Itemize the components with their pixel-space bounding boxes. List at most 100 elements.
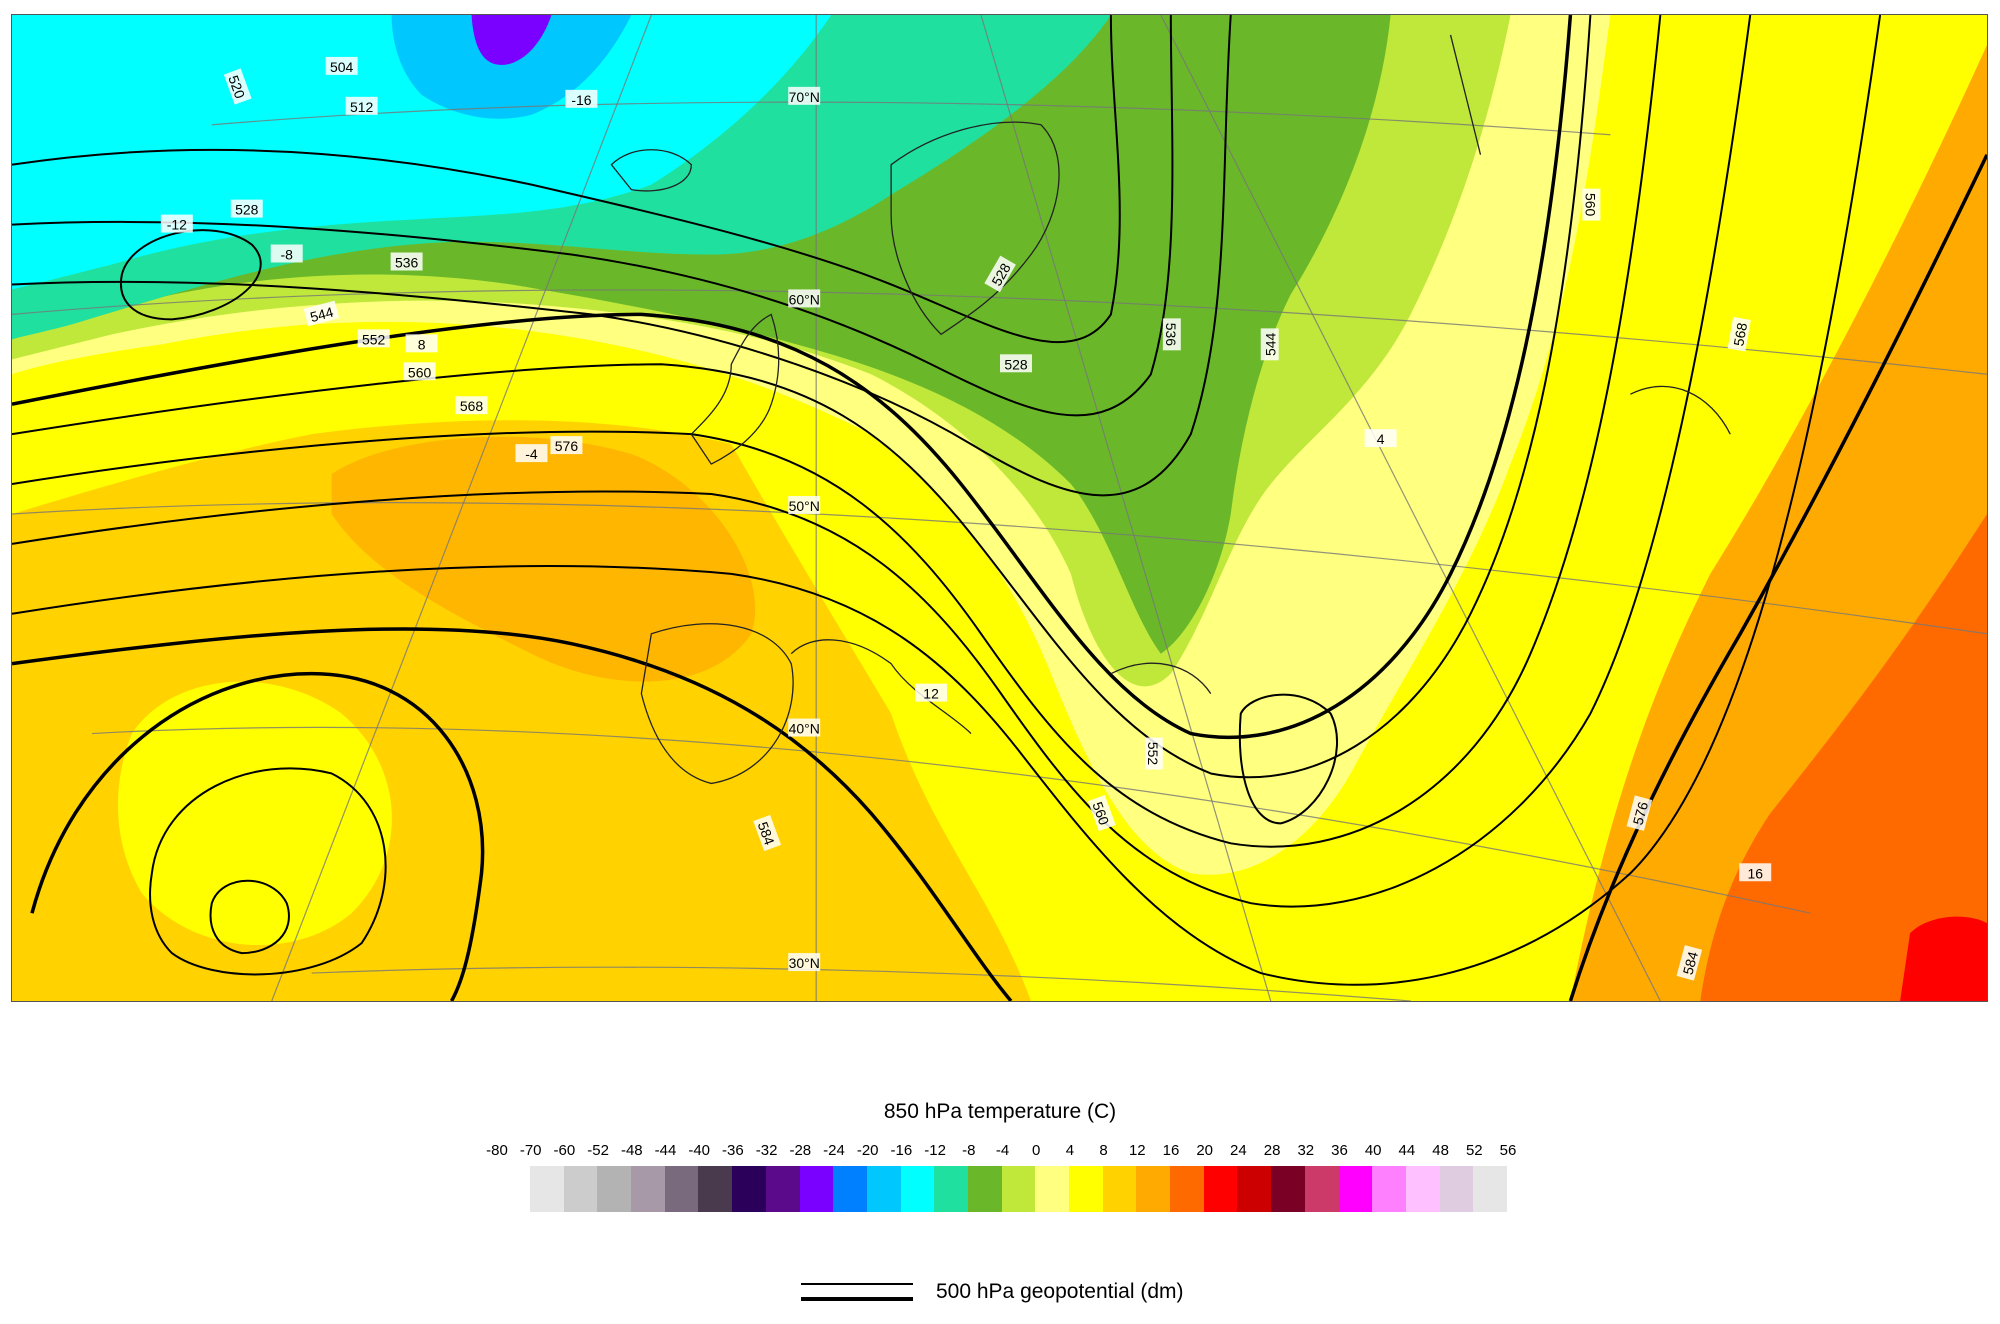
legend-ticks: -80 -70 -60 -52 -48 -44 -40 -36 -32 -28 -24 -20 -16-… — [0, 1142, 2000, 1162]
legend-swatch — [732, 1166, 766, 1212]
svg-text:552: 552 — [362, 331, 386, 347]
map-canvas: 5045125205285365445525605685765845285285… — [12, 15, 1987, 1001]
svg-text:584: 584 — [755, 820, 778, 848]
legend-tick-label: -44 — [654, 1142, 677, 1159]
temp-field-16-east — [1700, 513, 1987, 1001]
svg-text:-12: -12 — [167, 217, 187, 233]
legend-tick-label: -16 — [890, 1142, 913, 1159]
svg-text:40°N: 40°N — [789, 721, 820, 737]
legend-tick-label: -36 — [722, 1142, 744, 1159]
svg-text:536: 536 — [1163, 323, 1179, 347]
temp-field-minus28 — [471, 15, 552, 65]
legend-swatch — [1304, 1166, 1339, 1212]
temp-field-20 — [1900, 916, 1987, 1001]
legend-swatch — [1405, 1166, 1440, 1212]
legend-tick-label: 12 — [1128, 1142, 1146, 1159]
svg-text:568: 568 — [1730, 321, 1750, 347]
isohypse-label: 544 — [303, 300, 340, 327]
svg-text:4: 4 — [1377, 431, 1385, 447]
svg-text:576: 576 — [1630, 800, 1652, 827]
legend-tick-label: -60 — [553, 1142, 576, 1159]
legend-swatch — [1170, 1166, 1204, 1212]
legend-tick-label: 24 — [1230, 1142, 1247, 1159]
legend-tick-label: -28 — [789, 1142, 812, 1159]
isohypse-label: 504 — [325, 56, 358, 75]
legend-tick-label: 28 — [1263, 1142, 1281, 1159]
svg-text:504: 504 — [330, 59, 354, 75]
isohypse-label: 568 — [1727, 316, 1751, 352]
isohypse-label: 584 — [753, 814, 782, 852]
legend-swatch — [1473, 1166, 1507, 1212]
latitude-label: 40°N — [788, 718, 821, 737]
svg-text:-4: -4 — [525, 446, 538, 462]
legend-swatch — [1338, 1166, 1373, 1212]
legend-swatch — [1203, 1166, 1238, 1212]
isohypse-label: 528 — [999, 354, 1032, 372]
legend-tick-label: -12 — [924, 1142, 946, 1159]
isotherm-label: -8 — [270, 244, 303, 263]
legend-swatch — [631, 1166, 665, 1212]
isohypse-label: 512 — [345, 96, 378, 115]
legend-swatch — [799, 1166, 834, 1212]
legend-swatch — [1271, 1166, 1305, 1212]
svg-text:16: 16 — [1747, 865, 1763, 881]
legend-tick-label: 36 — [1331, 1142, 1348, 1159]
svg-text:30°N: 30°N — [789, 955, 820, 971]
legend-tick-label: 20 — [1196, 1142, 1214, 1159]
isohypse-label: 536 — [390, 252, 423, 270]
legend-tick-label: 56 — [1499, 1142, 1517, 1159]
svg-text:560: 560 — [408, 364, 432, 380]
legend-tick-label: 44 — [1398, 1142, 1416, 1159]
isotherm-label: -4 — [515, 444, 548, 462]
isotherm-label: 16 — [1739, 863, 1772, 881]
legend-swatch — [698, 1166, 733, 1212]
isohypse-label: 528 — [230, 199, 263, 218]
svg-text:584: 584 — [1680, 950, 1702, 977]
legend-swatches — [530, 1166, 1507, 1212]
legend-swatch — [1372, 1166, 1406, 1212]
isohypse-label: 552 — [357, 329, 390, 347]
legend-tick-label: -8 — [962, 1142, 976, 1159]
weather-map: 504 512 520 528 536 544 552 560 568 576 584 528 528 5… — [11, 14, 1988, 1002]
legend-swatch — [1035, 1166, 1069, 1212]
legend-tick-label: 0 — [1032, 1142, 1041, 1159]
isohypse-label: 568 — [455, 396, 488, 414]
legend-tick-label: -40 — [688, 1142, 711, 1159]
svg-text:560: 560 — [1582, 193, 1598, 217]
isotherm-label: -16 — [565, 89, 598, 108]
legend-tick-label: 40 — [1364, 1142, 1382, 1159]
legend-tick-label: -80 — [486, 1142, 508, 1159]
legend-swatch — [900, 1166, 935, 1212]
isotherm-label: -12 — [160, 214, 193, 233]
svg-text:60°N: 60°N — [789, 291, 820, 307]
legend-swatch — [597, 1166, 632, 1212]
legend-swatch — [1102, 1166, 1137, 1212]
legend-swatch — [967, 1166, 1002, 1212]
svg-text:528: 528 — [235, 202, 259, 218]
legend-tick-label: -48 — [620, 1142, 643, 1159]
legend-swatch — [1001, 1166, 1036, 1212]
temp-field-12-atlantic — [331, 436, 756, 682]
isohypse-label: 536 — [1163, 318, 1181, 351]
svg-text:568: 568 — [460, 398, 484, 414]
svg-text:552: 552 — [1145, 742, 1161, 766]
svg-text:544: 544 — [1263, 332, 1279, 356]
legend-swatch — [1136, 1166, 1171, 1212]
legend-swatch — [1439, 1166, 1474, 1212]
legend-swatch — [866, 1166, 901, 1212]
isotherm-label: 8 — [405, 334, 438, 352]
svg-text:512: 512 — [350, 99, 374, 115]
isohypse-label: 560 — [1087, 794, 1116, 832]
legend-swatch — [530, 1166, 564, 1212]
isohypse-label: 560 — [403, 362, 436, 380]
legend-tick-label: -70 — [519, 1142, 542, 1159]
isohypse-label: 560 — [1582, 188, 1601, 221]
svg-text:70°N: 70°N — [789, 89, 820, 105]
contour-key-label: 500 hPa geopotential (dm) — [936, 1280, 1184, 1303]
svg-text:528: 528 — [1004, 356, 1028, 372]
legend-tick-label: -24 — [823, 1142, 845, 1159]
svg-text:8: 8 — [418, 336, 426, 352]
legend-tick-label: 16 — [1162, 1142, 1180, 1159]
temp-field-minus20 — [391, 15, 632, 119]
svg-text:-16: -16 — [571, 92, 591, 108]
